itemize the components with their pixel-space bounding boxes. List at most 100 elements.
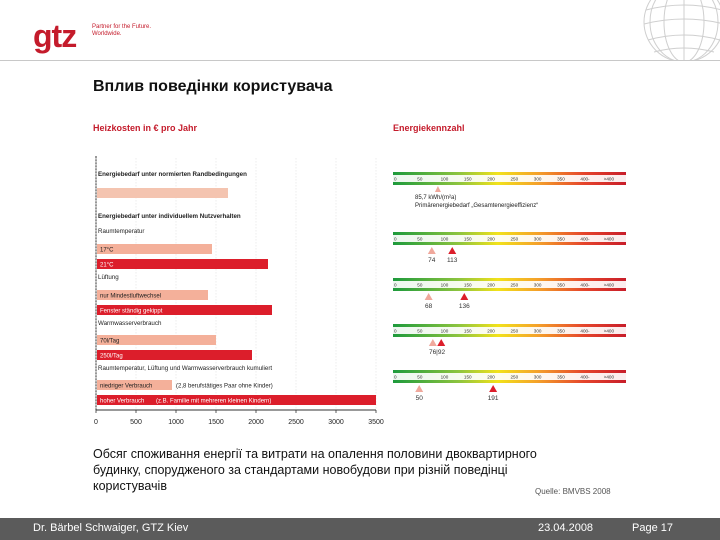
scale-marker [428, 339, 437, 346]
scale-tick-label: 350 [557, 237, 565, 242]
scale-marker [489, 385, 498, 392]
scale-marker [437, 339, 446, 346]
slide-title: Вплив поведінки користувача [93, 78, 333, 95]
scale-marker-label: 113 [447, 257, 458, 264]
scale-tick-label: 150 [464, 375, 472, 380]
scale-tick-label: 300 [534, 375, 542, 380]
tagline-line-2: Worldwide. [92, 31, 122, 37]
scale-note-text: Primärenergiebedarf „Gesamtenergieeffizi… [415, 203, 538, 209]
scale-marker-label: 68 [425, 303, 433, 310]
bar-label: 21°C [100, 262, 114, 268]
scale-tick-label: 100 [441, 177, 449, 182]
footer-bar: Dr. Bärbel Schwaiger, GTZ Kiev 23.04.200… [0, 518, 720, 540]
bar-label: nur Mindestluftwechsel [100, 293, 161, 299]
scale-tick-label: >400 [604, 237, 615, 242]
x-tick-label: 500 [130, 419, 142, 426]
scale-tick-label: 100 [441, 375, 449, 380]
footer-page: Page 17 [632, 522, 673, 534]
scale-tick-label: 200 [487, 283, 495, 288]
cost-bar [97, 244, 212, 254]
bar-note: (z.B. Familie mit mehreren kleinen Kinde… [156, 398, 271, 404]
scale-tick-label: 100 [441, 329, 449, 334]
energy-scale-label-band [393, 235, 626, 242]
section-heading: Lüftung [98, 274, 119, 281]
scale-tick-label: 400- [580, 375, 590, 380]
source-note: Quelle: BMVBS 2008 [535, 487, 611, 496]
scale-tick-label: 400- [580, 283, 590, 288]
scale-tick-label: 250 [511, 237, 519, 242]
x-tick-label: 2000 [248, 419, 264, 426]
left-chart-title: Heizkosten in € pro Jahr [93, 123, 198, 133]
scale-tick-label: 150 [464, 177, 472, 182]
x-tick-label: 3500 [368, 419, 384, 426]
scale-marker [424, 293, 433, 300]
scale-marker [415, 385, 424, 392]
scale-tick-label: 150 [464, 283, 472, 288]
cost-bar [97, 259, 268, 269]
scale-marker [427, 247, 436, 254]
scale-tick-label: 350 [557, 177, 565, 182]
scale-tick-label: 350 [557, 375, 565, 380]
footer-date: 23.04.2008 [538, 522, 594, 534]
right-chart-title: Energiekennzahl [393, 123, 465, 133]
scale-tick-label: 400- [580, 329, 590, 334]
x-tick-label: 2500 [288, 419, 304, 426]
scale-tick-label: 50 [417, 329, 423, 334]
scale-tick-label: 300 [534, 329, 542, 334]
scale-tick-label: 50 [417, 177, 423, 182]
scale-marker [460, 293, 469, 300]
scale-marker-label: 136 [459, 303, 470, 310]
scale-tick-label: 150 [464, 329, 472, 334]
scale-marker-label: 50 [416, 395, 424, 402]
scale-tick-label: 350 [557, 329, 565, 334]
gtz-logo: gtz [33, 18, 77, 54]
scale-tick-label: >400 [604, 177, 615, 182]
scale-tick-label: 0 [394, 283, 397, 288]
scale-tick-label: 0 [394, 177, 397, 182]
cost-bar [97, 335, 216, 345]
slide-caption: Обсяг споживання енергії та витрати на о… [93, 447, 537, 493]
header-divider [0, 60, 720, 61]
scale-tick-label: 200 [487, 177, 495, 182]
scale-tick-label: 100 [441, 237, 449, 242]
cost-bar [97, 380, 172, 390]
energy-scale-label-band [393, 175, 626, 182]
scale-tick-label: 300 [534, 237, 542, 242]
scale-marker-label: 191 [488, 395, 499, 402]
bar-label: hoher Verbrauch [100, 398, 144, 404]
scale-tick-label: 50 [417, 237, 423, 242]
x-tick-label: 3000 [328, 419, 344, 426]
bar-label: niedriger Verbrauch [100, 383, 152, 389]
scale-tick-label: 100 [441, 283, 449, 288]
scale-tick-label: 250 [511, 177, 519, 182]
bar-label: 70l/Tag [100, 338, 119, 344]
scale-tick-label: 50 [417, 283, 423, 288]
scale-tick-label: 0 [394, 375, 397, 380]
cost-bar [97, 395, 376, 405]
scale-tick-label: 200 [487, 375, 495, 380]
scale-tick-label: >400 [604, 375, 615, 380]
scale-tick-label: 400- [580, 177, 590, 182]
chart-container: Heizkosten in € pro Jahr 0 500 1000 1500 2000… [93, 118, 653, 441]
scale-tick-label: >400 [604, 329, 615, 334]
bar-label: 17°C [100, 247, 114, 253]
tagline-line-1: Partner for the Future. [92, 24, 152, 30]
globe-icon [643, 0, 720, 60]
scale-tick-label: 0 [394, 237, 397, 242]
bar-label: Fenster ständig gekippt [100, 308, 163, 314]
scale-marker [448, 247, 457, 254]
cost-bar [97, 350, 252, 360]
scale-tick-label: 250 [511, 375, 519, 380]
logo-tagline: Partner for the Future. Worldwide. [92, 24, 151, 38]
scale-tick-label: 350 [557, 283, 565, 288]
scale-tick-label: 400- [580, 237, 590, 242]
scale-tick-label: 250 [511, 329, 519, 334]
footer-author: Dr. Bärbel Schwaiger, GTZ Kiev [33, 522, 189, 534]
cost-bar [97, 188, 228, 198]
cost-bar [97, 290, 208, 300]
section-heading: Raumtemperatur, Lüftung und Warmwasserve… [98, 365, 272, 372]
scale-tick-label: 250 [511, 283, 519, 288]
x-tick-label: 1000 [168, 419, 184, 426]
energy-scale-label-band [393, 327, 626, 334]
section-heading: Energiebedarf unter normierten Randbedin… [98, 171, 247, 178]
